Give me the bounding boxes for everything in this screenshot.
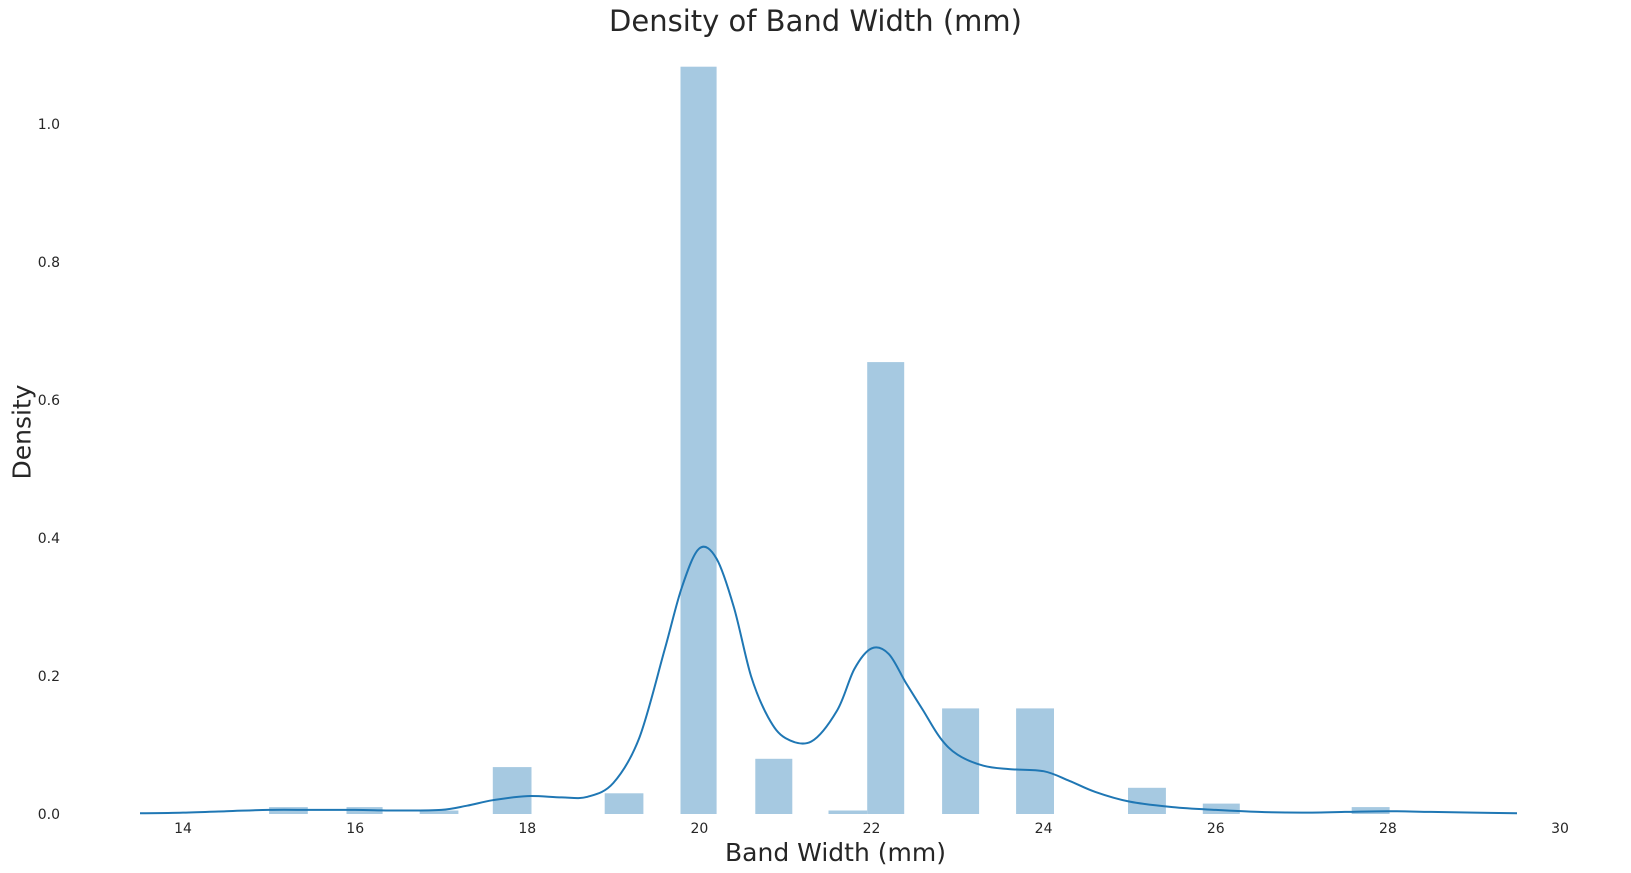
histogram-bar [828,810,868,814]
y-tick-label: 0.4 [38,531,60,547]
histogram-bar [492,767,532,814]
histogram-bar [867,362,905,814]
kde-curve-group [139,545,1518,815]
x-tick-label: 18 [518,821,536,837]
y-tick-labels: 0.0 0.2 0.4 0.6 0.8 1.0 [38,117,60,823]
y-tick-label: 0.8 [38,255,60,271]
x-tick-label: 22 [863,821,881,837]
histogram-bar [680,66,717,814]
y-tick-label: 0.0 [38,807,60,823]
x-tick-label: 24 [1035,821,1053,837]
histogram-bar [1016,708,1054,814]
y-tick-label: 1.0 [38,117,60,133]
histogram-bar [604,793,644,814]
histogram-bar [1202,803,1240,814]
histogram-bar [419,810,459,814]
x-tick-label: 26 [1207,821,1225,837]
x-tick-labels: 14 16 18 20 22 24 26 28 30 [174,821,1569,837]
histogram-bar [942,708,980,814]
histogram-bar [1128,787,1166,814]
chart-title: Density of Band Width (mm) [609,4,1022,38]
kde-line [139,545,1518,815]
y-tick-label: 0.6 [38,393,60,409]
x-tick-label: 28 [1379,821,1397,837]
histogram-bars [269,66,1390,814]
x-tick-label: 20 [690,821,708,837]
x-tick-label: 14 [174,821,192,837]
histogram-bar [755,758,793,814]
x-tick-label: 30 [1551,821,1569,837]
x-axis-label: Band Width (mm) [725,838,946,867]
y-tick-label: 0.2 [38,669,60,685]
x-tick-label: 16 [346,821,364,837]
